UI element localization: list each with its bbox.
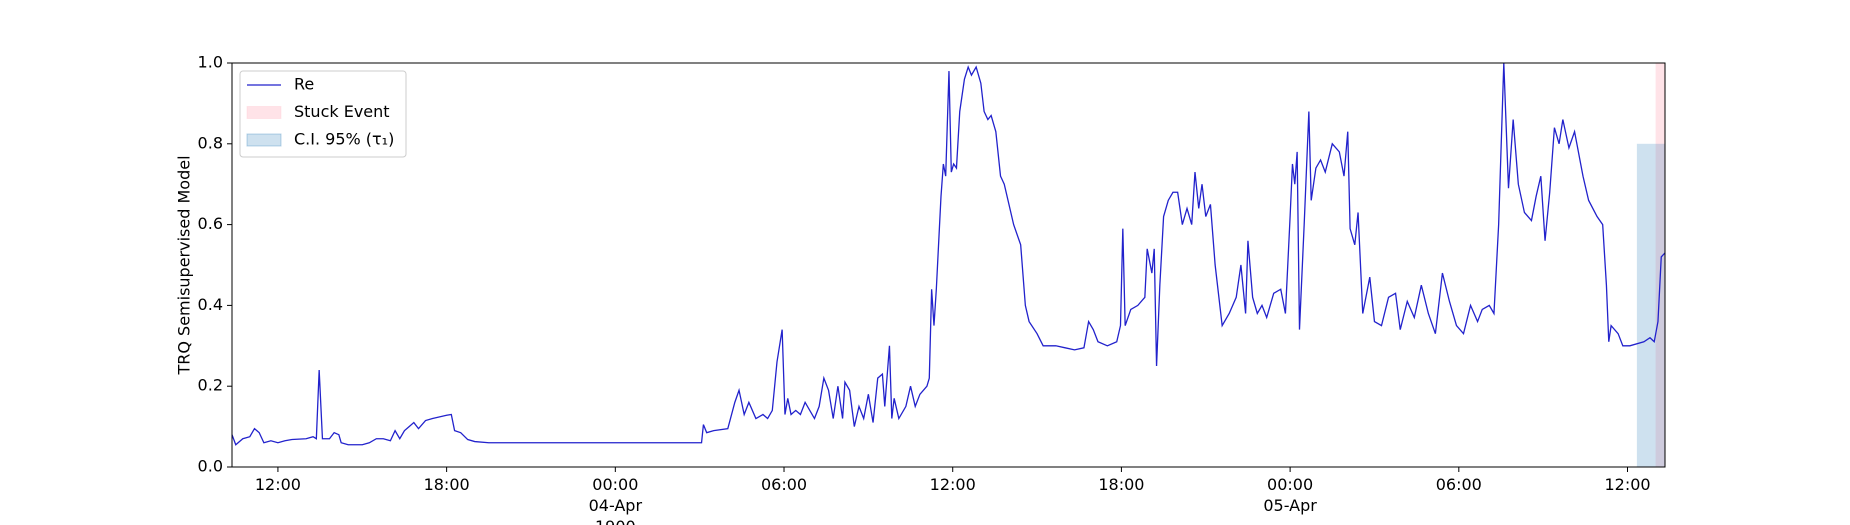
- legend-box: [239, 70, 407, 158]
- y-tick-label: 0.0: [198, 457, 223, 476]
- legend-patch: [246, 106, 282, 119]
- y-tick-label: 0.2: [198, 376, 223, 395]
- y-tick-label: 1.0: [198, 53, 223, 72]
- y-tick-label: 0.4: [198, 295, 223, 314]
- x-tick-label: 00:00 05-Apr: [1263, 475, 1317, 515]
- y-tick-label: 0.8: [198, 133, 223, 152]
- x-tick-label: 18:00: [1098, 475, 1144, 494]
- legend-label: Re: [294, 75, 314, 94]
- x-tick-label: 12:00: [255, 475, 301, 494]
- legend-label: Stuck Event: [294, 102, 390, 121]
- x-tick-label: 12:00: [1604, 475, 1650, 494]
- x-tick-label: 18:00: [424, 475, 470, 494]
- span: [1636, 143, 1665, 468]
- y-axis-label: TRQ Semisupervised Model: [175, 155, 194, 375]
- legend-patch: [246, 133, 282, 147]
- line: [231, 62, 1666, 446]
- plot-frame: [231, 62, 1666, 468]
- x-tick-label: 06:00: [761, 475, 807, 494]
- legend-label: C.I. 95% (τ₁): [294, 130, 394, 149]
- x-tick-label: 06:00: [1436, 475, 1482, 494]
- x-tick-label: 12:00: [930, 475, 976, 494]
- y-tick-label: 0.6: [198, 214, 223, 233]
